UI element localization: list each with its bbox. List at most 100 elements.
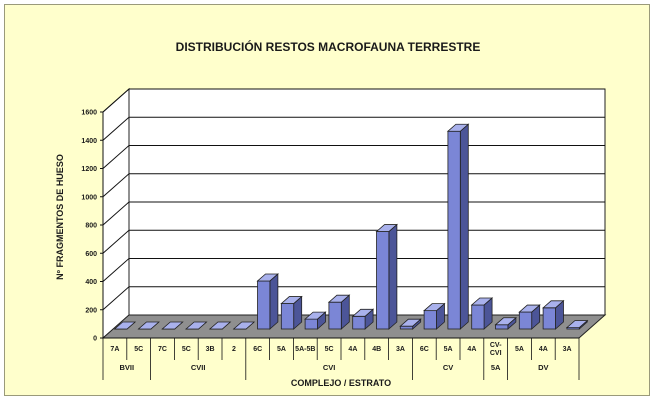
- bar-front: [471, 304, 485, 330]
- gridline-side: [102, 201, 130, 226]
- y-axis-ticks: 0 200 400 600 800 1000 1200 1400 1600: [81, 110, 104, 343]
- x-tick-label: 4A: [539, 346, 548, 353]
- bar-front: [352, 315, 366, 330]
- chart-frame: DISTRIBUCIÓN RESTOS MACROFAUNA TERRESTRE…: [4, 4, 650, 396]
- bar-front: [423, 310, 437, 330]
- bar-top: [327, 294, 351, 303]
- bar-front: [376, 231, 390, 330]
- bar: [565, 319, 589, 330]
- y-tick-label: 200: [85, 307, 97, 314]
- x-tick-label: 7C: [158, 346, 167, 353]
- x-tick-label: 2: [232, 346, 236, 353]
- bar-top: [280, 296, 303, 304]
- bar: [232, 321, 256, 330]
- x-tick-label: 3A: [396, 346, 405, 353]
- bar: [208, 321, 232, 330]
- y-tick-label: 600: [85, 251, 97, 258]
- y-tick-label: 1200: [81, 166, 97, 173]
- bar-top: [137, 321, 160, 330]
- chart-title: DISTRIBUCIÓN RESTOS MACROFAUNA TERRESTRE: [176, 39, 481, 54]
- bar-front: [518, 311, 533, 330]
- gridline-side: [102, 173, 130, 198]
- x-tick-label: 4B: [372, 346, 381, 353]
- x-tick-label: 6C: [253, 346, 262, 353]
- bar-top: [185, 321, 208, 330]
- bar-front: [257, 280, 271, 330]
- y-tick-label: 400: [85, 279, 97, 286]
- y-tick-label: 800: [85, 223, 97, 230]
- y-tick-label: 1000: [81, 194, 97, 201]
- x-tick-label: 7A: [110, 346, 119, 353]
- gridline-side: [102, 116, 130, 141]
- bar-top: [542, 300, 565, 309]
- x-tick-label: 5A: [277, 346, 286, 353]
- x-tick-label: 5A: [515, 346, 524, 353]
- bar: [375, 223, 398, 330]
- bar-top: [351, 308, 375, 317]
- bar-top: [565, 320, 589, 328]
- x-group-label: CVI: [323, 363, 336, 372]
- bar-front: [447, 130, 461, 330]
- y-tick-label: 0: [93, 336, 97, 343]
- bar: [423, 302, 446, 330]
- y-tick-label: 1600: [81, 110, 97, 117]
- bar-top: [494, 317, 517, 326]
- bar-side: [269, 273, 279, 330]
- bar: [542, 299, 565, 330]
- bar-front: [304, 318, 318, 330]
- gridline-side: [102, 145, 130, 169]
- gridlines: [102, 88, 605, 311]
- x-group-label: CV: [443, 363, 453, 372]
- bar-top: [446, 123, 470, 132]
- bar: [327, 294, 351, 330]
- x-tick-label: 3A: [563, 346, 572, 353]
- gridline-side: [102, 88, 130, 113]
- x-tick-label: CVI: [490, 350, 502, 357]
- bar: [280, 295, 303, 330]
- y-tick-label: 1400: [81, 138, 97, 145]
- x-tick-label: 5C: [325, 346, 334, 353]
- bar-front: [495, 324, 509, 330]
- bar-front: [542, 307, 556, 330]
- bar-side: [388, 223, 398, 330]
- bar: [518, 304, 541, 330]
- x-group-label: 5A: [491, 363, 501, 372]
- bar: [256, 273, 279, 330]
- x-tick-label: 5A: [444, 346, 453, 353]
- x-tick-label: 5C: [182, 346, 191, 353]
- x-tick-label: 5C: [134, 346, 143, 353]
- bar-top: [518, 304, 541, 313]
- bar-top: [470, 297, 494, 306]
- bar-top: [304, 311, 327, 320]
- bar-front: [280, 303, 295, 330]
- x-tick-label: CV-: [490, 342, 502, 349]
- bar-top: [232, 321, 256, 330]
- x-group-label: CVII: [191, 363, 206, 372]
- bar-top: [208, 321, 232, 330]
- bar-top: [113, 321, 137, 330]
- gridline-side: [102, 286, 130, 311]
- bar-top: [375, 224, 398, 232]
- bars: [113, 123, 589, 330]
- bar: [304, 311, 327, 330]
- gridline-side: [102, 229, 130, 254]
- bar: [185, 321, 208, 330]
- x-tick-label: 5A-5B: [295, 346, 315, 353]
- plot-wall: [101, 87, 607, 340]
- bar-top: [256, 273, 279, 282]
- bar: [113, 321, 137, 330]
- bar-top: [161, 321, 184, 330]
- x-tick-label: 4A: [348, 346, 357, 353]
- x-tick-label: 3B: [206, 346, 215, 353]
- x-tick-label: 6C: [420, 346, 429, 353]
- bar: [446, 123, 470, 330]
- bar-top: [399, 318, 422, 327]
- gridline-side: [102, 258, 130, 282]
- bar-side: [459, 123, 469, 330]
- y-axis-label: Nº FRAGMENTOS DE HUESO: [55, 154, 65, 280]
- bar: [137, 321, 160, 330]
- bar: [470, 297, 494, 330]
- bar: [161, 321, 184, 330]
- bar-chart: DISTRIBUCIÓN RESTOS MACROFAUNA TERRESTRE…: [55, 39, 607, 388]
- bar-front: [399, 325, 414, 330]
